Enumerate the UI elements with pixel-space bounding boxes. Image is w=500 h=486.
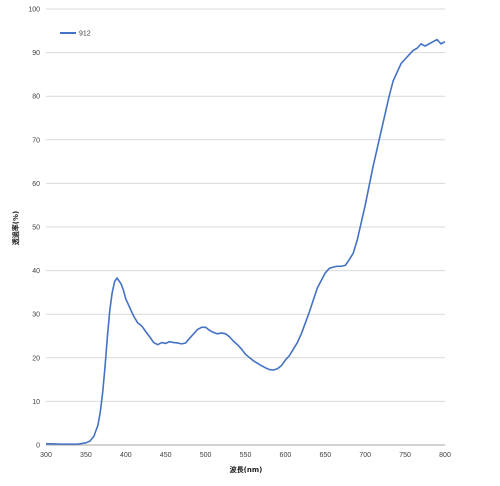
x-axis-label: 波長(nm) (230, 465, 263, 474)
gridlines (46, 8, 445, 402)
legend: 912 (60, 31, 91, 38)
x-tick-label-450: 450 (160, 452, 172, 459)
x-tick-label-650: 650 (319, 452, 331, 459)
y-tick-label-90: 90 (32, 50, 40, 57)
x-tick-label-400: 400 (120, 452, 132, 459)
y-tick-label-20: 20 (32, 355, 40, 362)
y-tick-label-80: 80 (32, 94, 40, 101)
x-tick-label-550: 550 (240, 452, 252, 459)
x-tick-label-500: 500 (200, 452, 212, 459)
x-tick-label-300: 300 (40, 452, 52, 459)
x-tick-label-350: 350 (80, 452, 92, 459)
series-line-912 (45, 38, 446, 445)
y-tick-label-50: 50 (32, 225, 40, 232)
x-tick-label-750: 750 (399, 452, 411, 459)
y-tick-label-10: 10 (32, 399, 40, 406)
y-tick-label-0: 0 (36, 443, 40, 450)
y-tick-label-100: 100 (28, 7, 40, 14)
y-axis-label: 透過率(%) (11, 211, 20, 245)
x-tick-label-800: 800 (439, 452, 451, 459)
y-tick-label-30: 30 (32, 312, 40, 319)
x-tick-label-600: 600 (280, 452, 292, 459)
x-tick-labels: 300 350 400 450 500 550 600 650 700 750 800 (40, 452, 451, 459)
legend-label-912: 912 (79, 31, 91, 38)
y-tick-label-40: 40 (32, 268, 40, 275)
y-tick-labels: 0 10 20 30 40 50 60 70 80 90 100 (28, 7, 40, 450)
x-tick-label-700: 700 (359, 452, 371, 459)
y-tick-label-70: 70 (32, 137, 40, 144)
y-tick-label-60: 60 (32, 181, 40, 188)
